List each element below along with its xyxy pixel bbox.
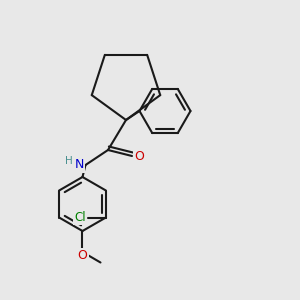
Text: O: O — [135, 149, 144, 163]
Text: N: N — [75, 158, 84, 172]
Text: H: H — [65, 155, 73, 166]
Text: Cl: Cl — [75, 211, 86, 224]
Text: O: O — [78, 249, 87, 262]
